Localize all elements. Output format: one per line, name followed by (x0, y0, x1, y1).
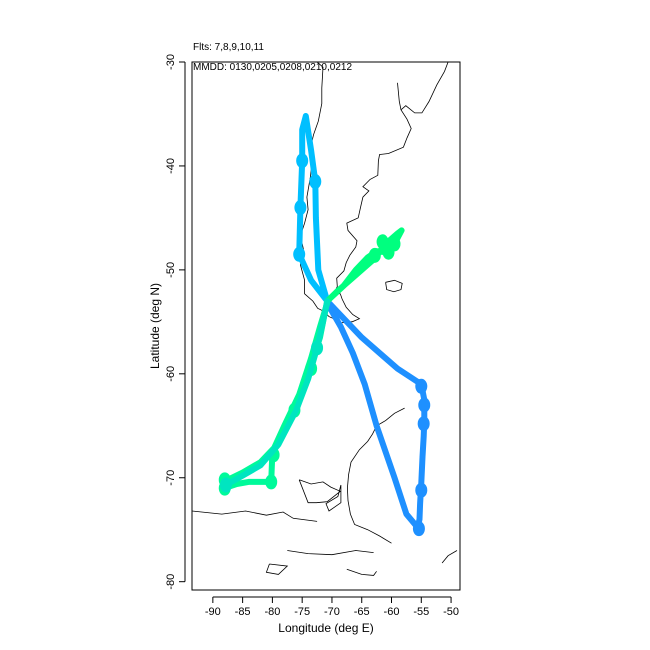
x-tick-label: -65 (354, 606, 370, 618)
flight-7-marker-2 (417, 416, 430, 432)
y-tick-label: -50 (165, 262, 177, 278)
plot-frame (191, 61, 461, 591)
x-axis: -90 -85 -80 -75 -70 -65 -60 -55 -50 (205, 596, 459, 618)
flight-8-marker-0 (309, 174, 322, 190)
coastline-10 (397, 82, 402, 110)
x-tick-label: -70 (324, 606, 340, 618)
y-axis-label: Latitude (deg N) (148, 283, 162, 369)
y-tick-label: -70 (165, 470, 177, 486)
coastline-5 (192, 510, 318, 522)
flights-label: Flts: 7,8,9,10,11 (193, 42, 264, 53)
y-axis: -80 -70 -60 -50 -40 -30 (165, 54, 186, 590)
flight-track-11 (222, 298, 331, 488)
flight-9-marker-1 (376, 234, 389, 250)
coastline-7 (265, 563, 289, 575)
x-tick-label: -55 (413, 606, 429, 618)
flight-7-marker-4 (412, 521, 425, 537)
coastline-3 (298, 479, 342, 504)
x-tick-label: -75 (294, 606, 310, 618)
flight-7-marker-1 (418, 397, 431, 413)
coastline-4 (325, 484, 342, 512)
coastline-6 (287, 550, 374, 556)
flight-track-layer (218, 113, 431, 537)
flight-9-marker-2 (368, 247, 381, 263)
flight-8-marker-1 (296, 153, 309, 169)
dates-label: MMDD: 0130,0205,0208,0210,0212 (193, 62, 352, 73)
flight-track-7 (324, 298, 428, 531)
x-tick-label: -60 (384, 606, 400, 618)
coastline-8 (346, 568, 377, 576)
flight-8-marker-2 (294, 200, 307, 216)
coastline-2 (346, 407, 405, 544)
y-tick-label: -30 (165, 54, 177, 70)
flight-9-marker-3 (382, 244, 395, 260)
y-tick-label: -80 (165, 574, 177, 590)
coastline-9 (441, 550, 458, 564)
flight-10-marker-2 (265, 474, 278, 490)
x-tick-label: -80 (264, 606, 280, 618)
flight-track-9 (324, 227, 405, 305)
y-tick-label: -60 (165, 366, 177, 382)
x-tick-label: -90 (205, 606, 221, 618)
x-tick-label: -50 (443, 606, 459, 618)
flight-11-marker-0 (311, 340, 324, 356)
x-tick-label: -85 (235, 606, 251, 618)
flight-11-marker-1 (219, 477, 232, 493)
flight-7-marker-0 (415, 378, 428, 394)
x-axis-label: Longitude (deg E) (278, 621, 373, 635)
coastline-1 (385, 279, 403, 293)
flight-8-marker-3 (293, 246, 306, 262)
y-tick-label: -40 (165, 158, 177, 174)
flight-7-marker-3 (415, 482, 428, 498)
